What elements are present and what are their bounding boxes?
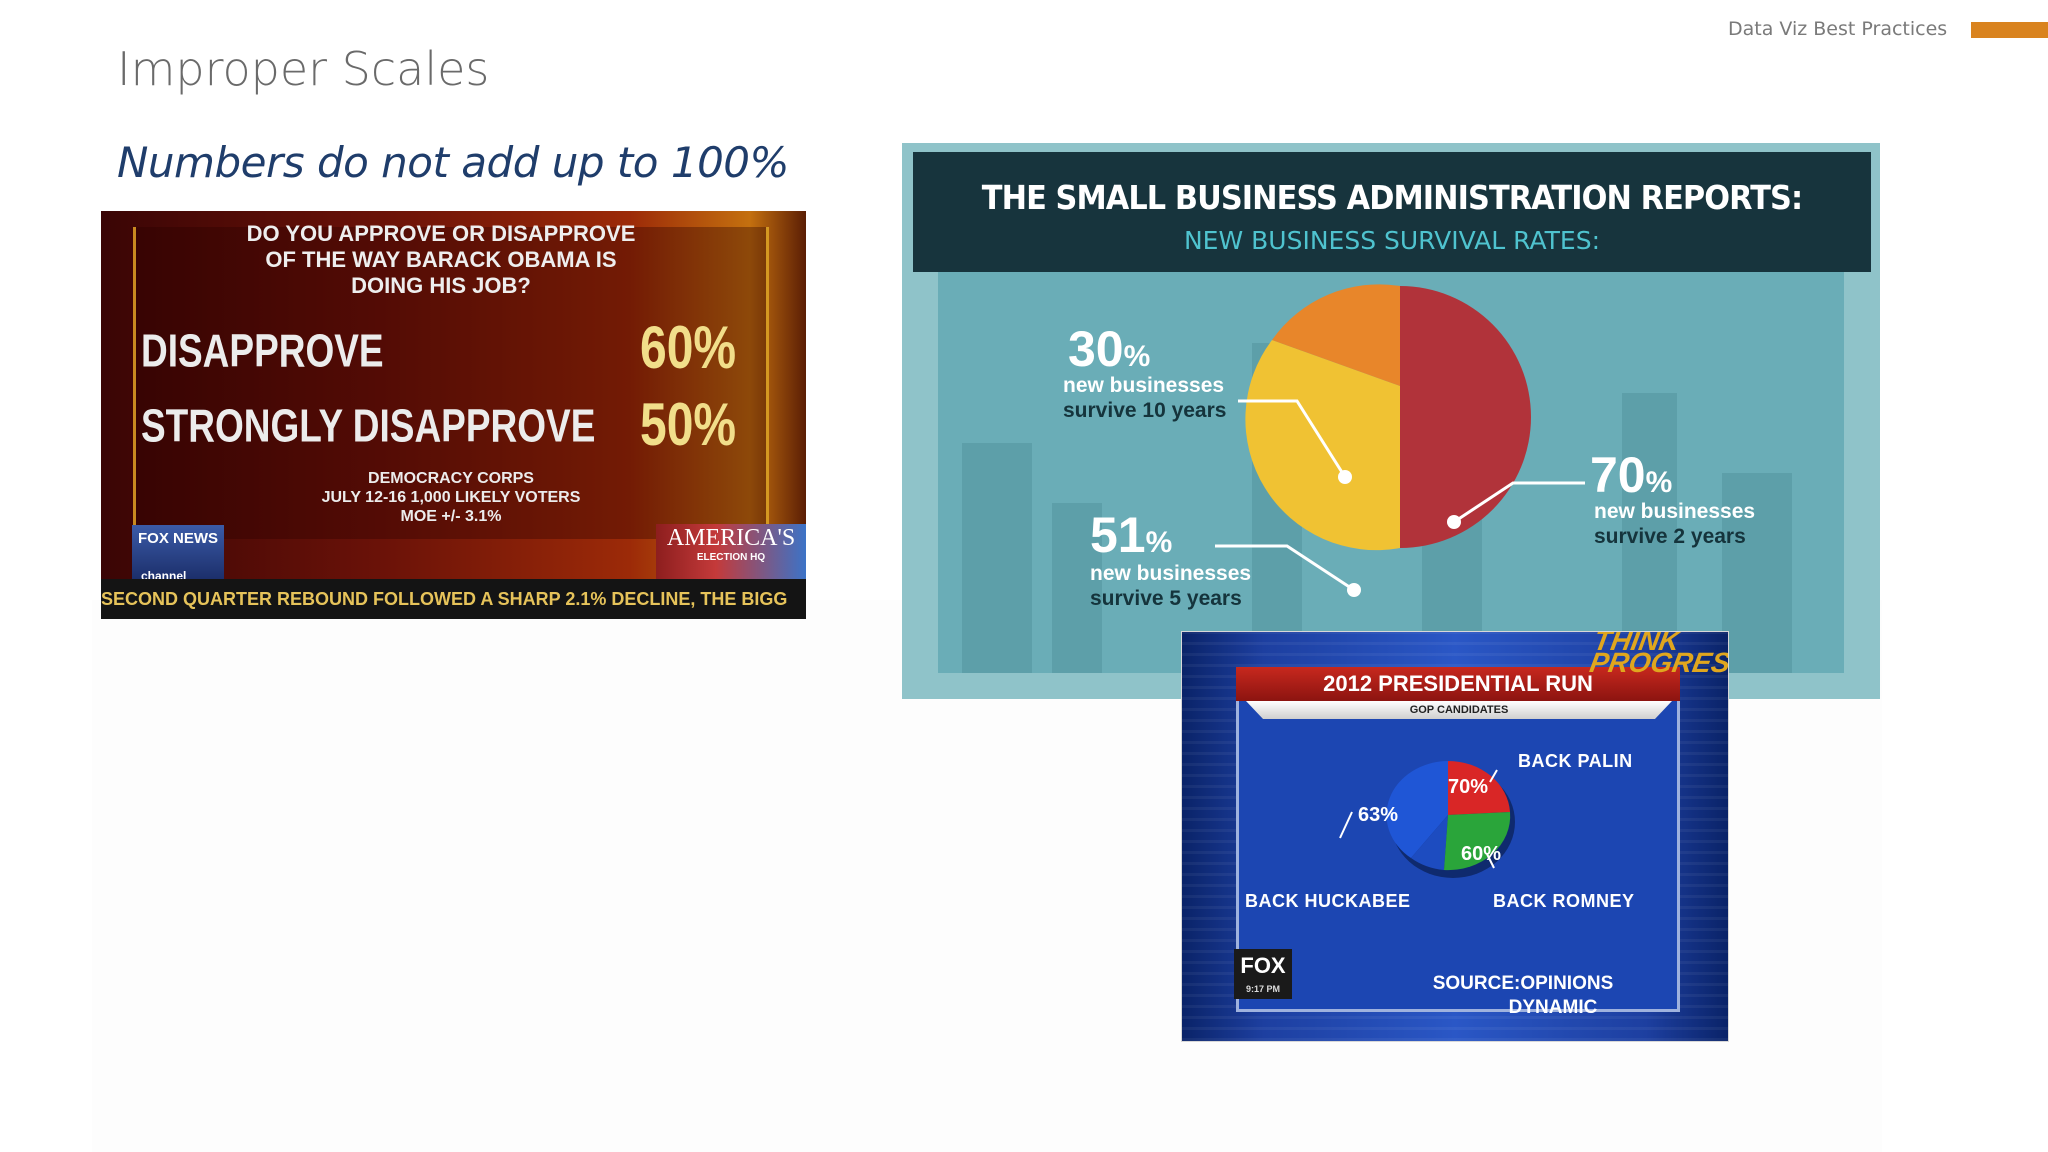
- election-hq-logo: AMERICA'S ELECTION HQ: [656, 524, 806, 579]
- leader-dot-30: [1338, 470, 1352, 484]
- leader-line-huckabee: [1339, 811, 1353, 839]
- slice-label: BACK HUCKABEE: [1245, 891, 1411, 911]
- pie-slice-blue: [1386, 761, 1448, 858]
- fox-poll-row-label: STRONGLY DISAPPROVE: [141, 400, 596, 452]
- slide-subtitle: Numbers do not add up to 100%: [117, 138, 789, 187]
- slice-percent: 63%: [1358, 804, 1399, 826]
- stat-caption: new businesses survive 5 years: [1090, 561, 1251, 611]
- stat-caption: new businesses survive 2 years: [1594, 499, 1755, 549]
- leader-line-51: [1215, 544, 1355, 592]
- stat-caption-line: survive 2 years: [1594, 525, 1746, 548]
- sba-infographic: THE SMALL BUSINESS ADMINISTRATION REPORT…: [902, 143, 1880, 699]
- fox-logo-text: FOX: [1240, 953, 1286, 978]
- fox-poll-question: DO YOU APPROVE OR DISAPPROVE OF THE WAY …: [246, 221, 636, 298]
- fox-gop-source: SOURCE:OPINIONS DYNAMIC: [1408, 972, 1638, 1020]
- slice-percent: 60%: [1461, 843, 1502, 865]
- election-hq-title: AMERICA'S: [666, 525, 796, 551]
- leader-line-30: [1238, 399, 1347, 478]
- fox-gop-subtitle: GOP CANDIDATES: [1246, 701, 1672, 719]
- fox-news-logo: FOX NEWS: [132, 525, 224, 579]
- fox-poll-source-line: MOE +/- 3.1%: [400, 508, 502, 525]
- city-building: [962, 443, 1032, 673]
- leader-line-palin: [1489, 769, 1498, 783]
- fox-gop-pie: [1339, 760, 1515, 878]
- fox-poll-row-label: DISAPPROVE: [141, 325, 384, 377]
- stat-unit: %: [1145, 526, 1173, 559]
- fox-gop-image: 2012 PRESIDENTIAL RUN GOP CANDIDATES THI…: [1181, 631, 1729, 1042]
- slice-label: BACK PALIN: [1518, 751, 1633, 771]
- fox-poll-row-value: 50%: [640, 392, 737, 459]
- city-building: [1052, 503, 1102, 673]
- stat-caption-line: survive 10 years: [1063, 399, 1227, 422]
- sba-title: THE SMALL BUSINESS ADMINISTRATION REPORT…: [981, 178, 1803, 217]
- fox-poll-source: DEMOCRACY CORPS JULY 12-16 1,000 LIKELY …: [281, 469, 621, 526]
- leader-dot-70: [1447, 515, 1461, 529]
- stat-percent: 51%: [1090, 510, 1172, 568]
- slice-percent: 70%: [1448, 776, 1489, 798]
- fox-poll-frame: [133, 227, 769, 539]
- stat-unit: %: [1645, 466, 1673, 499]
- slide-title: Improper Scales: [117, 42, 490, 96]
- sba-subtitle: NEW BUSINESS SURVIVAL RATES:: [1183, 226, 1601, 255]
- stat-caption-line: new businesses: [1090, 562, 1252, 585]
- stat-caption: new businesses survive 10 years: [1063, 373, 1226, 423]
- stat-caption-line: new businesses: [1594, 500, 1756, 523]
- news-ticker: SECOND QUARTER REBOUND FOLLOWED A SHARP …: [101, 579, 806, 619]
- stat-unit: %: [1123, 340, 1151, 373]
- pie-slice-orange: [1272, 284, 1400, 386]
- city-building: [1622, 393, 1677, 673]
- fox-logo-time: 9:17 PM: [1245, 984, 1280, 994]
- stat-number: 70: [1590, 447, 1646, 503]
- pie-slice-yellow: [1245, 340, 1400, 551]
- fox-poll-image: DO YOU APPROVE OR DISAPPROVE OF THE WAY …: [101, 211, 806, 619]
- accent-bar: [1971, 22, 2048, 38]
- fox-poll-row-value: 60%: [640, 315, 737, 382]
- leader-line-romney: [1486, 853, 1495, 869]
- stat-caption-line: new businesses: [1063, 374, 1225, 397]
- leader-line-70: [1453, 481, 1585, 524]
- sba-banner: THE SMALL BUSINESS ADMINISTRATION REPORT…: [913, 152, 1871, 272]
- sba-pie-chart: [1215, 284, 1585, 597]
- pie-slice-red: [1400, 286, 1531, 548]
- leader-dot-51: [1347, 583, 1361, 597]
- fox-logo: FOX 9:17 PM: [1234, 949, 1292, 999]
- fox-gop-title: 2012 PRESIDENTIAL RUN: [1236, 667, 1680, 701]
- stat-percent: 70%: [1590, 450, 1672, 508]
- slice-label: BACK ROMNEY: [1493, 891, 1635, 911]
- stat-number: 30: [1068, 321, 1124, 377]
- fox-poll-source-line: DEMOCRACY CORPS: [368, 470, 534, 487]
- pie-slice-blue-lower: [1411, 815, 1448, 870]
- fox-poll-source-line: JULY 12-16 1,000 LIKELY VOTERS: [321, 489, 581, 506]
- pie-slice-red: [1448, 760, 1510, 815]
- city-building: [1722, 473, 1792, 673]
- stat-caption-line: survive 5 years: [1090, 587, 1242, 610]
- fox-gop-source-line: SOURCE:OPINIONS: [1432, 973, 1614, 994]
- fox-gop-source-line: DYNAMIC: [1508, 997, 1598, 1018]
- pie-slice-green: [1444, 812, 1511, 871]
- election-hq-subtitle: ELECTION HQ: [696, 552, 766, 563]
- stat-number: 51: [1090, 507, 1146, 563]
- stat-percent: 30%: [1068, 324, 1150, 382]
- deck-label: Data Viz Best Practices: [1728, 18, 1948, 40]
